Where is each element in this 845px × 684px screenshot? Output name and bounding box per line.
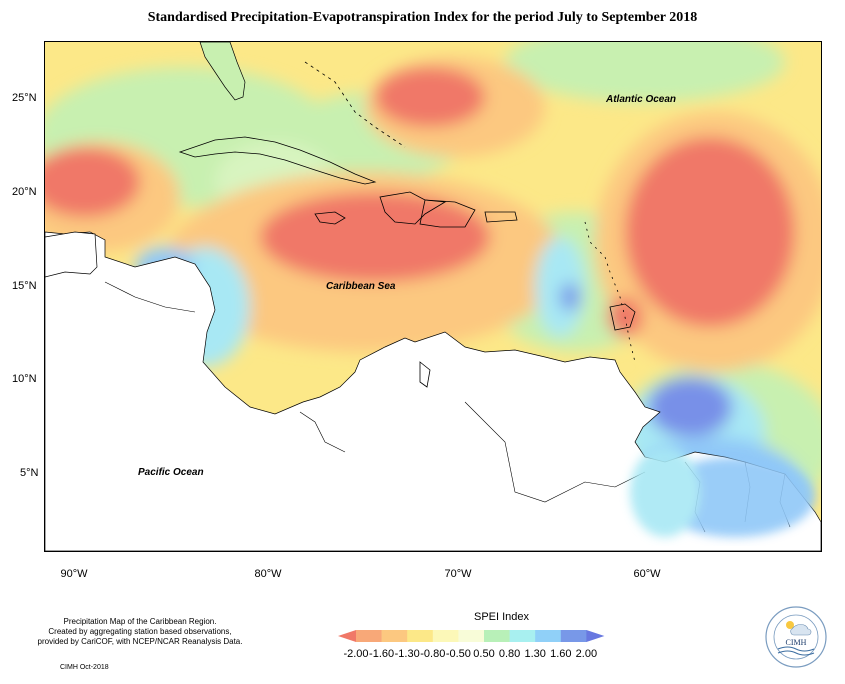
legend-tick-label: -0.80 [420, 648, 446, 660]
island-outlines [178, 61, 636, 388]
blue-core-orinoco [648, 377, 732, 437]
legend-colorbar-svg [338, 630, 605, 642]
cuba-outline [178, 136, 377, 185]
legend-segment-4 [432, 630, 459, 642]
hispaniola-west-outline [379, 191, 447, 225]
legend-title: SPEI Index [474, 611, 530, 623]
label-caribbean-sea: Caribbean Sea [326, 281, 396, 292]
florida [199, 42, 246, 101]
land-masses [45, 42, 821, 551]
mainland-south [45, 231, 821, 551]
cimh-logo: CIMH [764, 605, 828, 674]
footer-note-line2: Created by aggregating station based obs… [48, 627, 232, 636]
border-central-america [104, 281, 196, 313]
legend-tick-label: 0.80 [498, 648, 521, 660]
legend-tick-label: -2.00 [343, 648, 369, 660]
wave-icon [777, 646, 815, 652]
red-core-yucatan [45, 147, 140, 217]
hispaniola-east-outline [419, 199, 476, 228]
footer-note-line1: Precipitation Map of the Caribbean Regio… [63, 617, 217, 626]
legend-segment-8 [535, 630, 562, 642]
legend-segment-0 [338, 630, 356, 642]
spei-map [44, 41, 822, 552]
windward-island-outline [609, 303, 636, 331]
footer-credit: CIMH Oct-2018 [60, 664, 109, 671]
legend-segment-3 [407, 630, 434, 642]
cimh-logo-svg: CIMH [765, 606, 827, 668]
sun-icon [786, 621, 794, 629]
legend-segment-1 [356, 630, 382, 642]
footer-note: Precipitation Map of the Caribbean Regio… [10, 617, 270, 647]
abc-island-outline [419, 361, 431, 388]
lat-label-25n: 25°N [12, 92, 37, 104]
legend-tick-label: 1.60 [550, 648, 572, 660]
legend-tick-label: -0.50 [445, 648, 471, 660]
border-panama [299, 411, 346, 453]
lat-label-10n: 10°N [12, 373, 37, 385]
blue-zone-east-carib [535, 237, 585, 337]
spei-map-canvas [45, 42, 821, 551]
red-core-north [375, 67, 485, 127]
lat-label-20n: 20°N [12, 186, 37, 198]
cloud-icon [790, 624, 812, 636]
wet-zone-atlantic-north [505, 42, 785, 102]
lon-label-60w: 60°W [633, 568, 661, 580]
legend-segment-7 [509, 630, 536, 642]
jamaica-outline [314, 211, 346, 225]
logo-text: CIMH [786, 638, 807, 647]
footer-note-line3: provided by CariCOF, with NCEP/NCAR Rean… [37, 637, 243, 646]
bahamas-chain [304, 61, 406, 148]
legend-tick-label: 1.30 [524, 648, 546, 660]
red-core-east [625, 137, 795, 327]
lat-label-5n: 5°N [20, 467, 39, 479]
legend-tick-label: -1.60 [369, 648, 395, 660]
legend-segment-5 [458, 630, 485, 642]
legend-segment-9 [560, 630, 587, 642]
border-venezuela [464, 401, 646, 503]
logo-inner-ring [773, 614, 819, 660]
legend-segment-6 [484, 630, 510, 642]
blue-core-east-carib [560, 283, 580, 311]
legend-tick-label: -1.30 [394, 648, 420, 660]
legend-colorbar [338, 627, 650, 650]
lon-label-90w: 90°W [60, 568, 88, 580]
red-core-caribbean [260, 192, 490, 282]
puerto-rico-outline [484, 211, 518, 223]
lon-label-70w: 70°W [444, 568, 472, 580]
label-pacific-ocean: Pacific Ocean [138, 467, 204, 478]
lon-label-80w: 80°W [254, 568, 282, 580]
legend-tick-label: 2.00 [575, 648, 598, 660]
lat-label-15n: 15°N [12, 280, 37, 292]
legend-segment-10 [586, 630, 605, 642]
legend-segment-2 [381, 630, 408, 642]
wave-icon-2 [777, 650, 815, 656]
map-title: Standardised Precipitation-Evapotranspir… [147, 10, 698, 25]
legend-tick-label: 0.50 [473, 648, 495, 660]
mexico-land [45, 231, 98, 278]
lesser-antilles-chain [584, 221, 636, 363]
label-atlantic-ocean: Atlantic Ocean [606, 94, 677, 105]
guyana-wet-overlay [630, 447, 700, 537]
